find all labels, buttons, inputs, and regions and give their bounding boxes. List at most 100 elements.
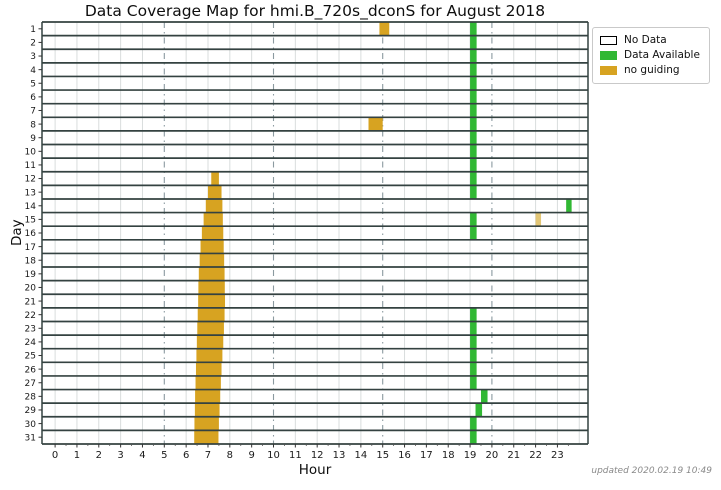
coverage-segment-available [566,198,572,214]
coverage-segment-available [470,116,477,132]
no-guiding-swatch-icon [600,66,617,75]
coverage-segment-available [470,21,477,37]
x-tick-label: 9 [248,450,254,461]
coverage-segment-available [470,144,477,159]
x-tick-label: 17 [420,450,433,461]
y-tick-label: 1 [30,25,36,35]
coverage-segment-available [470,307,477,322]
x-tick-label: 0 [52,450,58,461]
y-tick-label: 7 [30,107,36,117]
coverage-segment-available [470,348,477,363]
x-tick-label: 1 [74,450,80,461]
y-tick-label: 14 [25,202,37,212]
y-tick-label: 27 [25,379,36,389]
y-tick-label: 30 [25,420,37,430]
x-tick-label: 13 [333,450,346,461]
y-tick-label: 22 [25,311,36,321]
coverage-segment-no_guiding [200,239,224,254]
y-tick-label: 5 [30,79,36,89]
y-tick-label: 28 [25,393,37,403]
y-tick-label: 26 [25,365,37,375]
y-tick-label: 19 [25,270,37,280]
x-axis-label: Hour [298,462,332,478]
x-tick-label: 2 [96,450,102,461]
coverage-segment-available [470,48,477,64]
coverage-segment-no_guiding [197,307,225,322]
y-axis-label: Day [9,219,25,246]
coverage-segment-no_guiding [198,293,226,309]
legend-label: No Data [624,34,667,46]
legend-item-no-guiding: no guiding [600,63,703,78]
coverage-segment-no_guiding [195,361,222,377]
coverage-segment-no_guiding [203,212,223,227]
y-tick-label: 8 [30,120,36,130]
y-tick-label: 21 [25,297,36,307]
x-tick-label: 6 [183,450,189,461]
y-tick-label: 18 [25,256,37,266]
y-tick-label: 6 [30,93,36,103]
x-tick-label: 12 [311,450,324,461]
y-tick-label: 23 [25,324,36,334]
x-tick-label: 20 [486,450,499,461]
coverage-segment-available [470,75,477,91]
x-tick-label: 7 [205,450,211,461]
no-data-swatch-icon [600,36,617,45]
coverage-segment-available [475,402,483,418]
coverage-segment-available [470,429,477,445]
x-tick-label: 16 [398,450,411,461]
x-tick-label: 22 [529,450,542,461]
coverage-segment-no_guiding [196,334,224,350]
coverage-segment-no_guiding [196,348,223,363]
y-tick-label: 25 [25,352,36,362]
legend-label: Data Available [624,49,700,61]
coverage-segment-available [470,103,477,118]
y-tick-label: 20 [25,284,37,294]
coverage-segment-no_guiding [201,225,224,241]
updated-timestamp: updated 2020.02.19 10:49 [591,466,712,476]
coverage-segment-no_guiding_light [535,212,542,227]
y-tick-label: 2 [30,39,36,49]
y-tick-label: 17 [25,243,36,253]
coverage-segment-available [470,157,477,173]
data-available-swatch-icon [600,51,617,60]
legend: No Data Data Available no guiding [592,27,710,84]
coverage-segment-available [470,375,477,391]
x-tick-label: 11 [289,450,302,461]
x-tick-label: 23 [551,450,564,461]
coverage-segment-available [470,130,477,146]
coverage-segment-no_guiding [199,252,225,268]
coverage-segment-no_guiding [207,184,222,200]
coverage-segment-available [470,171,477,186]
coverage-segment-no_guiding [198,266,225,282]
y-tick-label: 10 [25,148,37,158]
coverage-segment-available [470,212,477,227]
coverage-segment-available [470,320,477,336]
coverage-segment-no_guiding [195,389,221,404]
coverage-segment-no_guiding [197,320,224,336]
coverage-segment-available [470,184,477,200]
coverage-segment-no_guiding [195,375,221,391]
x-tick-label: 14 [354,450,367,461]
x-tick-label: 4 [139,450,145,461]
x-tick-label: 21 [507,450,520,461]
y-tick-label: 13 [25,188,36,198]
y-tick-label: 24 [25,338,37,348]
coverage-segment-no_guiding [198,280,225,295]
x-tick-label: 8 [227,450,233,461]
coverage-segment-available [470,416,477,431]
legend-label: no guiding [624,64,680,76]
coverage-segment-available [470,89,477,105]
x-tick-label: 5 [161,450,167,461]
coverage-segment-no_guiding [205,198,223,214]
y-tick-label: 15 [25,216,36,226]
chart-title: Data Coverage Map for hmi.B_720s_dconS f… [84,2,546,20]
x-tick-label: 18 [442,450,455,461]
coverage-segment-available [470,225,477,241]
coverage-segment-no_guiding [368,116,383,132]
y-tick-label: 9 [30,134,36,144]
x-tick-label: 19 [464,450,477,461]
y-tick-label: 12 [25,175,36,185]
coverage-segment-no_guiding [379,21,390,37]
